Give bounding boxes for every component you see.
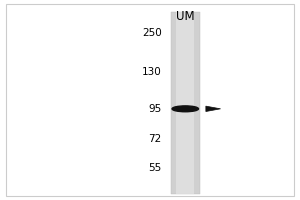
Polygon shape	[206, 106, 220, 112]
Bar	[171, 12, 200, 194]
Text: 95: 95	[148, 104, 162, 114]
Text: UM: UM	[176, 10, 195, 23]
Text: 55: 55	[148, 163, 162, 173]
Bar	[176, 12, 194, 194]
Text: 130: 130	[142, 67, 162, 77]
Ellipse shape	[172, 106, 199, 112]
Text: 72: 72	[148, 134, 162, 144]
Text: 250: 250	[142, 28, 162, 38]
